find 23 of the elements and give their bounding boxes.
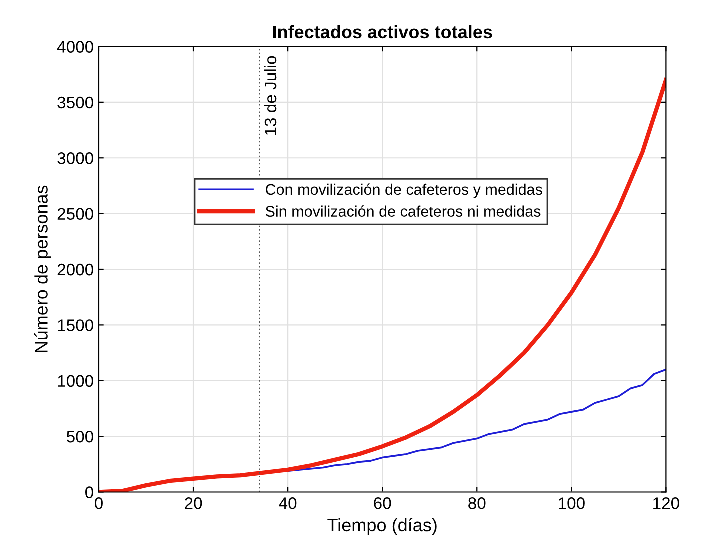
chart-title: Infectados activos totales [273,25,492,39]
x-tick-label: 80 [468,498,486,510]
legend-label: Con movilización de cafeteros y medidas [266,184,542,198]
legend-label: Sin movilización de cafeteros ni medidas [266,206,541,217]
x-tick-label: 100 [559,498,585,510]
y-tick-label: 4000 [57,41,94,53]
y-tick-label: 1000 [58,375,94,388]
x-tick-label: 40 [279,498,297,510]
x-tick-label: 120 [654,498,680,510]
y-tick-label: 2500 [58,208,94,220]
line-series [287,368,666,472]
x-tick-label: 0 [95,498,103,510]
y-tick-label: 3000 [58,152,94,164]
y-tick-label: 500 [66,430,94,443]
x-tick-label: 20 [185,498,202,510]
ref-line-label: 13 de Julio [264,56,277,135]
y-tick-label: 0 [86,486,94,498]
y-tick-label: 2000 [58,264,94,276]
x-axis-title: Tiempo (días) [328,518,437,536]
y-axis-title: Número de personas [34,186,52,352]
x-tick-label: 60 [374,498,392,510]
y-tick-label: 1500 [58,320,94,332]
y-tick-label: 3500 [58,96,94,109]
